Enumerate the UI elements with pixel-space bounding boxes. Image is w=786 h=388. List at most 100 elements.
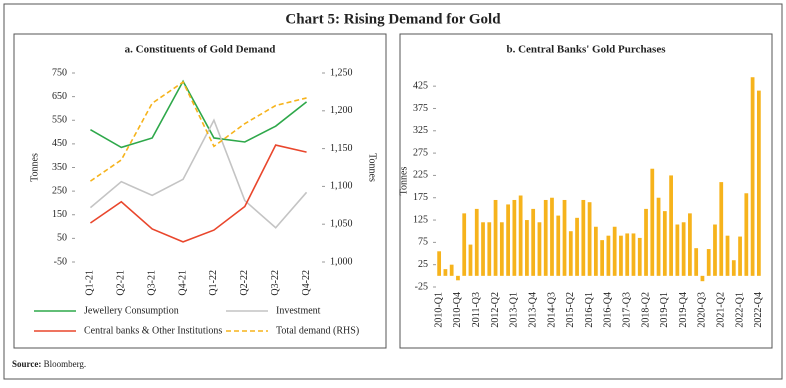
bar — [568, 231, 573, 276]
x-tick-label: 2015-Q2 — [565, 292, 576, 328]
bar — [556, 215, 561, 276]
bar — [662, 211, 667, 276]
x-tick-label: 2019-Q4 — [678, 292, 689, 328]
x-tick-label: Q3-21 — [146, 270, 157, 296]
panel-frame — [13, 33, 387, 349]
outer-frame — [3, 3, 783, 380]
x-tick-label: 2013-Q1 — [509, 292, 520, 328]
bar — [625, 233, 630, 276]
y-tick-label: 425 — [413, 80, 428, 91]
x-tick-label: 2018-Q2 — [640, 292, 651, 328]
y-tick-label: 450 — [52, 138, 67, 149]
bar — [637, 237, 642, 276]
y2-tick-label: 1,200 — [330, 105, 353, 116]
x-tick-label: Q4-21 — [177, 270, 188, 296]
x-tick-label: 2010-Q4 — [452, 292, 463, 328]
bar — [744, 193, 749, 276]
bar — [474, 208, 479, 276]
bar — [518, 195, 523, 276]
y-tick-label: 325 — [413, 125, 428, 136]
y-tick-label: 25 — [418, 259, 428, 270]
x-tick-label: Q1-22 — [208, 270, 219, 296]
bar — [631, 233, 636, 276]
bar — [481, 222, 485, 276]
y-tick-label: 375 — [413, 103, 428, 114]
bar — [449, 264, 454, 276]
bar — [593, 226, 598, 276]
bar — [619, 235, 623, 276]
panel-frame — [399, 33, 773, 349]
bar — [462, 213, 467, 276]
bar — [525, 220, 529, 276]
x-tick-label: 2016-Q1 — [584, 292, 595, 328]
y-tick-label: -50 — [54, 256, 67, 267]
source-text: Bloomberg. — [44, 359, 87, 369]
page-title: Chart 5: Rising Demand for Gold — [285, 11, 501, 27]
y2-tick-label: 1,050 — [330, 218, 353, 229]
y-axis-label: Tonnes — [29, 153, 40, 182]
legend-label: Jewellery Consumption — [84, 305, 179, 316]
x-tick-label: Q4-22 — [301, 270, 312, 296]
source-label: Source: — [12, 359, 41, 369]
bar — [493, 199, 498, 276]
bar — [750, 77, 755, 276]
y2-tick-label: 1,150 — [330, 143, 353, 154]
y-tick-label: 50 — [57, 233, 67, 244]
x-tick-label: 2012-Q2 — [490, 292, 501, 328]
bar — [700, 275, 705, 282]
bar — [669, 175, 673, 276]
x-tick-label: Q3-22 — [270, 270, 281, 296]
bar — [487, 222, 492, 276]
bar — [575, 217, 579, 276]
y-tick-label: -25 — [415, 281, 428, 292]
y-tick-label: 150 — [52, 209, 67, 220]
legend-label: Investment — [276, 305, 321, 316]
bar — [694, 248, 699, 276]
bar — [713, 224, 717, 276]
series-line — [89, 144, 307, 243]
x-tick-label: 2019-Q1 — [659, 292, 670, 328]
bar — [543, 199, 548, 276]
bar — [531, 208, 536, 276]
bar — [499, 222, 504, 276]
bar — [656, 197, 661, 276]
bar — [756, 90, 761, 276]
y-tick-label: 275 — [413, 147, 428, 158]
bar — [731, 260, 736, 276]
bar — [600, 240, 605, 276]
series-line — [89, 80, 307, 182]
bar — [443, 269, 448, 276]
legend-label: Central banks & Other Institutions — [84, 325, 222, 336]
bar — [644, 208, 648, 276]
x-tick-label: 2020-Q3 — [697, 292, 708, 328]
bar — [468, 244, 473, 276]
bar — [537, 222, 542, 276]
y-tick-label: 650 — [52, 91, 67, 102]
bar — [562, 199, 567, 276]
y-tick-label: 550 — [52, 115, 67, 126]
bar — [606, 235, 611, 276]
bar — [550, 197, 554, 276]
series-line — [89, 118, 308, 229]
bar — [675, 224, 680, 276]
y-axis-label: Tonnes — [398, 167, 409, 196]
y2-tick-label: 1,000 — [330, 256, 353, 267]
panel-title: a. Constituents of Gold Demand — [125, 44, 276, 56]
x-tick-label: 2022-Q4 — [753, 292, 764, 328]
y2-tick-label: 1,100 — [330, 181, 353, 192]
x-tick-label: 2011-Q3 — [471, 292, 482, 327]
x-tick-label: Q2-21 — [116, 270, 127, 296]
bar — [650, 168, 655, 276]
y-tick-label: 250 — [52, 185, 67, 196]
series-line — [90, 79, 308, 149]
x-tick-label: 2010-Q1 — [433, 292, 444, 328]
bar — [706, 249, 711, 276]
x-tick-label: Q1-21 — [85, 270, 96, 296]
legend-label: Total demand (RHS) — [276, 325, 359, 336]
bar — [738, 236, 742, 276]
bar — [581, 199, 586, 276]
y2-axis-label: Tonnes — [367, 153, 378, 182]
x-tick-label: 2013-Q4 — [527, 292, 538, 328]
bar — [512, 199, 517, 276]
bar — [612, 226, 617, 276]
